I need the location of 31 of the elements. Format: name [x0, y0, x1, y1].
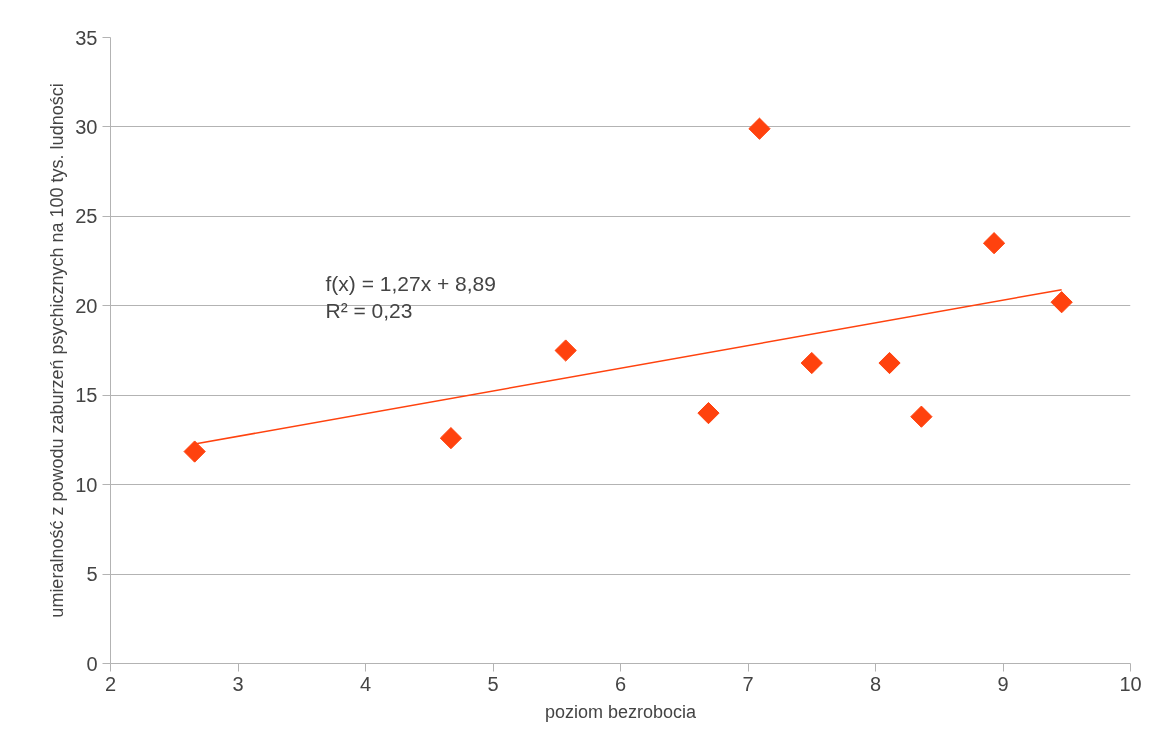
point	[878, 351, 901, 375]
point	[697, 401, 720, 425]
x-axis-title: poziom bezrobocia	[544, 701, 698, 722]
y-tick-label: 10	[75, 473, 98, 496]
point	[554, 339, 577, 362]
y-tick-label: 35	[75, 26, 98, 49]
x-tick-label: 4	[359, 672, 372, 695]
point	[1050, 291, 1073, 314]
y-axis-title: umieralność z powodu zaburzeń psychicznych na 100 tys. ludności	[47, 83, 68, 618]
x-tick-label: 6	[614, 672, 627, 695]
y-tick-label: 0	[86, 652, 98, 675]
point	[982, 232, 1006, 255]
y-tick-label: 15	[75, 384, 98, 407]
point	[439, 427, 463, 450]
point	[748, 117, 771, 140]
x-tick-label: 3	[232, 672, 244, 695]
x-tick-label: 9	[997, 672, 1009, 695]
x-tick-label: 10	[1119, 672, 1142, 695]
x-tick-label: 5	[487, 672, 499, 695]
y-tick-label: 25	[75, 205, 98, 228]
point	[910, 405, 933, 428]
y-tick-label: 30	[75, 115, 98, 138]
x-tick-label: 7	[742, 672, 754, 695]
annotation: R² = 0,23	[325, 299, 413, 322]
annotation: f(x) = 1,27x + 8,89	[325, 272, 496, 295]
y-tick-label: 5	[86, 563, 98, 586]
point	[800, 351, 823, 375]
x-tick-label: 8	[869, 672, 882, 695]
x-tick-label: 2	[104, 672, 117, 695]
point	[183, 440, 206, 463]
y-tick-label: 20	[75, 294, 98, 317]
